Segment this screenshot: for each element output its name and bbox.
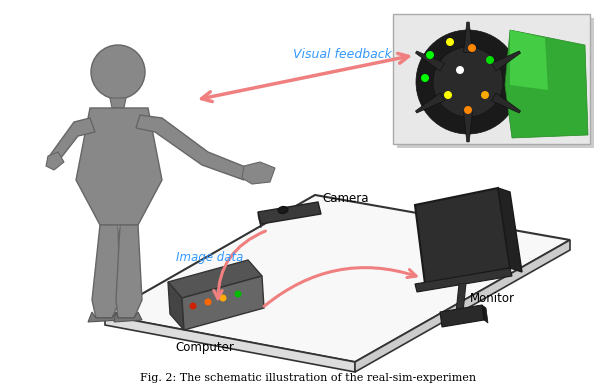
Polygon shape bbox=[492, 93, 521, 113]
Circle shape bbox=[205, 298, 211, 305]
Circle shape bbox=[456, 66, 464, 74]
Circle shape bbox=[464, 106, 472, 114]
Polygon shape bbox=[440, 305, 484, 327]
Polygon shape bbox=[463, 112, 472, 142]
Circle shape bbox=[426, 51, 434, 59]
Circle shape bbox=[421, 74, 429, 82]
Text: Camera: Camera bbox=[322, 191, 368, 205]
Polygon shape bbox=[242, 162, 275, 184]
Polygon shape bbox=[258, 212, 261, 228]
Polygon shape bbox=[415, 268, 512, 292]
Polygon shape bbox=[415, 188, 510, 284]
Polygon shape bbox=[114, 312, 142, 322]
Circle shape bbox=[219, 295, 227, 301]
Polygon shape bbox=[505, 30, 588, 138]
Polygon shape bbox=[492, 51, 521, 71]
Polygon shape bbox=[416, 93, 445, 113]
Polygon shape bbox=[355, 240, 570, 372]
Polygon shape bbox=[393, 14, 590, 144]
Polygon shape bbox=[510, 30, 548, 90]
Polygon shape bbox=[258, 202, 321, 224]
Circle shape bbox=[190, 303, 197, 310]
Polygon shape bbox=[397, 18, 594, 148]
Circle shape bbox=[91, 45, 145, 99]
Circle shape bbox=[481, 91, 489, 99]
Text: Fig. 2: The schematic illustration of the real-sim-experimen: Fig. 2: The schematic illustration of th… bbox=[140, 373, 476, 383]
Polygon shape bbox=[482, 305, 488, 323]
Polygon shape bbox=[48, 118, 95, 168]
Polygon shape bbox=[456, 283, 466, 313]
Circle shape bbox=[486, 56, 494, 64]
Polygon shape bbox=[110, 98, 126, 108]
Polygon shape bbox=[88, 312, 120, 322]
Polygon shape bbox=[168, 282, 184, 330]
Circle shape bbox=[446, 38, 454, 46]
Polygon shape bbox=[182, 276, 264, 330]
Polygon shape bbox=[105, 315, 355, 372]
Polygon shape bbox=[416, 51, 445, 71]
Circle shape bbox=[416, 30, 520, 134]
Ellipse shape bbox=[278, 207, 288, 213]
Polygon shape bbox=[498, 188, 522, 272]
Circle shape bbox=[444, 91, 452, 99]
Polygon shape bbox=[46, 152, 64, 170]
Polygon shape bbox=[116, 225, 142, 318]
Polygon shape bbox=[168, 260, 262, 298]
Circle shape bbox=[468, 44, 476, 52]
Text: Visual feedback: Visual feedback bbox=[293, 49, 391, 61]
Circle shape bbox=[433, 47, 503, 117]
Polygon shape bbox=[463, 22, 472, 52]
Text: Computer: Computer bbox=[176, 342, 235, 354]
Circle shape bbox=[235, 291, 241, 298]
Polygon shape bbox=[105, 195, 570, 362]
Polygon shape bbox=[76, 108, 162, 225]
Text: Image data: Image data bbox=[176, 252, 244, 264]
Text: Monitor: Monitor bbox=[469, 291, 514, 305]
Polygon shape bbox=[136, 115, 248, 180]
Polygon shape bbox=[92, 225, 120, 318]
